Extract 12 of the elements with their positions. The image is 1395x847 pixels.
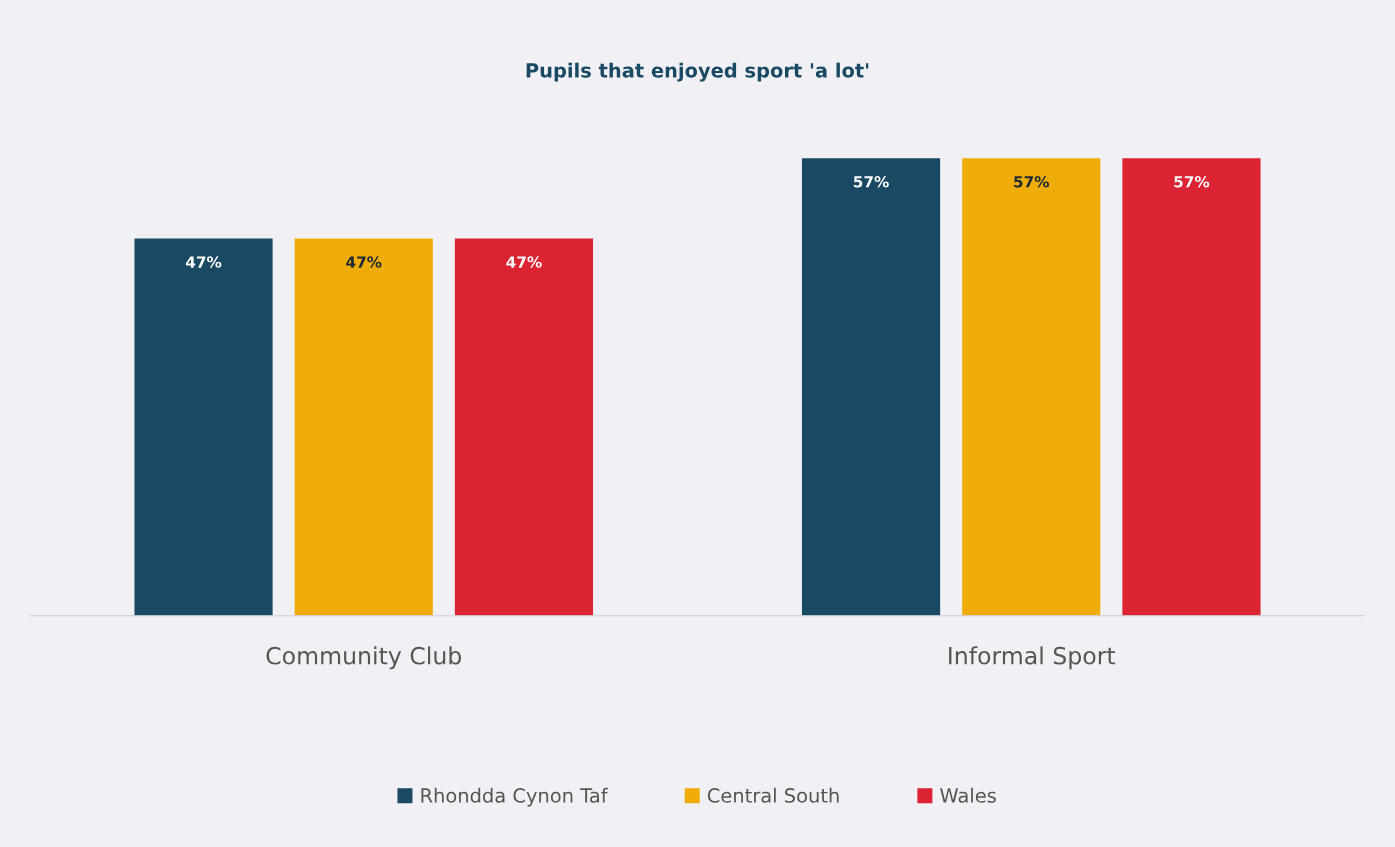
data-label: 57%	[853, 176, 889, 188]
data-label: 47%	[185, 256, 222, 268]
legend-label: Central South	[707, 787, 839, 803]
legend-label: Wales	[940, 787, 996, 803]
legend-label: Rhondda Cynon Taf	[421, 787, 608, 807]
data-label: 47%	[346, 256, 382, 268]
x-tick-label: Community Club	[266, 646, 462, 670]
data-label: 47%	[506, 256, 542, 268]
chart-title: Pupils that enjoyed sport 'a lot'	[526, 62, 869, 82]
x-tick-label: Informal Sport	[949, 646, 1116, 670]
data-label: 57%	[1174, 176, 1210, 188]
data-label: 57%	[1014, 176, 1050, 188]
